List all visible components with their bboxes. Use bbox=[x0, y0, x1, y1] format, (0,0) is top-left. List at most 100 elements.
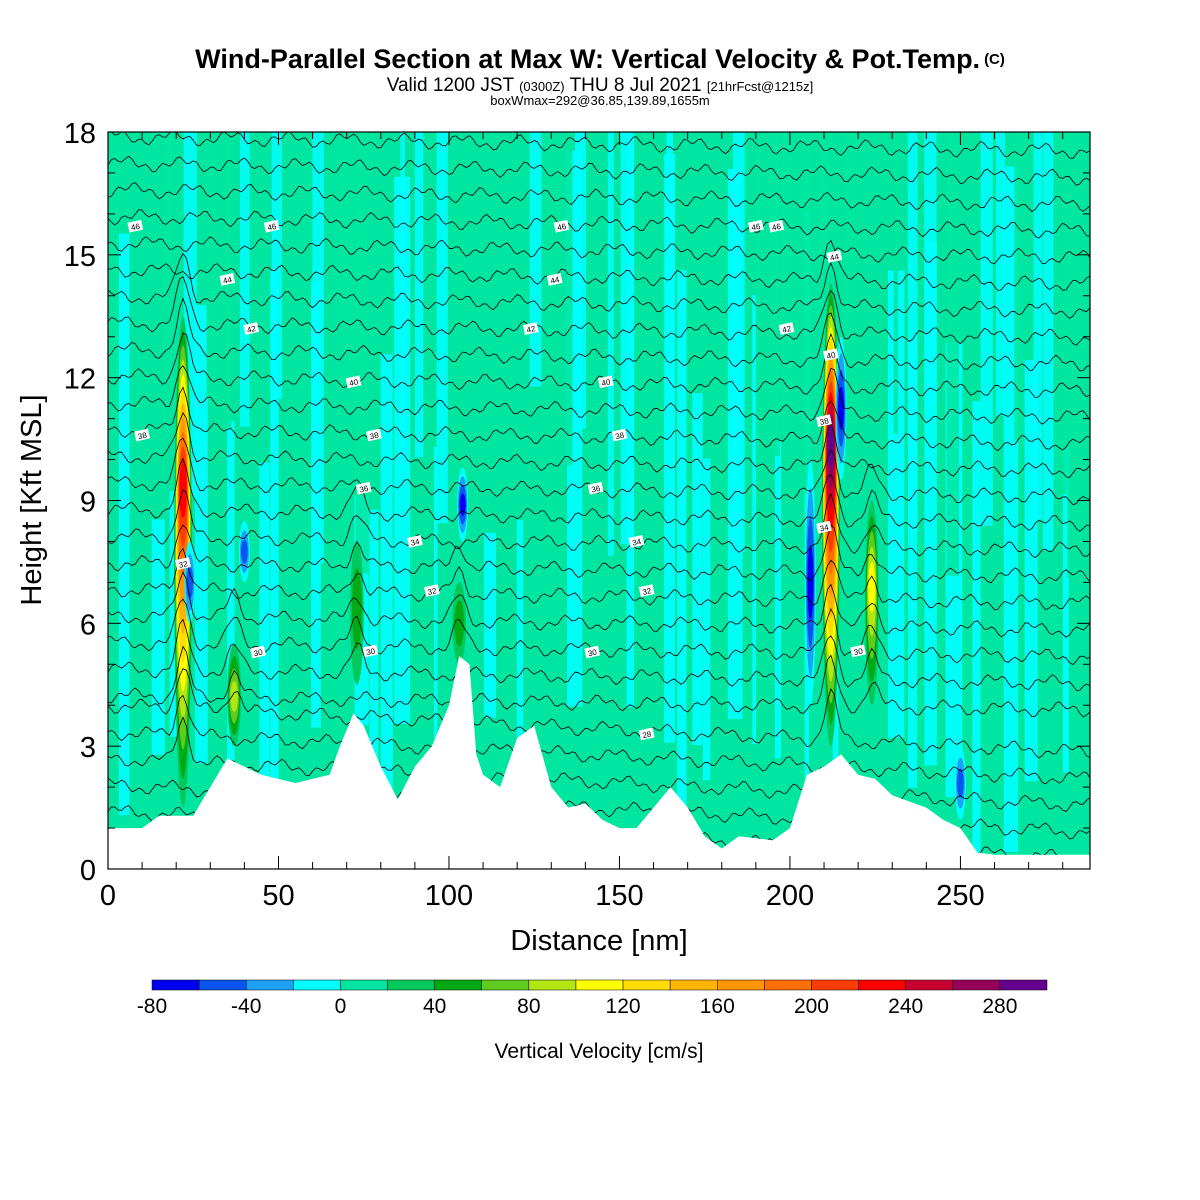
downdraft-cell bbox=[957, 768, 964, 798]
theta-label-text: 40 bbox=[826, 350, 837, 361]
theta-label-text: 38 bbox=[137, 431, 148, 442]
field-band bbox=[239, 132, 250, 427]
updraft-cell bbox=[827, 424, 835, 467]
field-band bbox=[434, 446, 438, 768]
theta-label-bg bbox=[175, 557, 191, 570]
theta-label: 38 bbox=[816, 414, 832, 428]
downdraft-cell bbox=[459, 493, 466, 516]
colorbar-swatch bbox=[198, 979, 247, 991]
theta-contour bbox=[108, 365, 1090, 425]
field-band bbox=[400, 132, 405, 474]
theta-label-bg bbox=[638, 584, 655, 597]
theta-contour bbox=[108, 618, 1090, 691]
field-band bbox=[908, 338, 918, 788]
field-band bbox=[206, 132, 218, 399]
theta-label-text: 40 bbox=[601, 377, 612, 388]
forecast-info: [21hrFcst@1215z] bbox=[706, 79, 814, 94]
theta-label: 34 bbox=[816, 520, 832, 534]
theta-label: 32 bbox=[424, 584, 440, 597]
valid-date: THU 8 Jul 2021 bbox=[569, 75, 702, 96]
field-band bbox=[802, 132, 812, 495]
x-tick-label: 200 bbox=[766, 880, 814, 912]
colorbar-swatch bbox=[622, 979, 671, 991]
theta-label-text: 44 bbox=[829, 252, 840, 263]
theta-label-text: 38 bbox=[369, 431, 380, 442]
theta-label: 38 bbox=[611, 428, 628, 442]
updraft-cell bbox=[352, 568, 362, 650]
copyright-mark: (C) bbox=[984, 51, 1005, 68]
theta-label-text: 42 bbox=[781, 324, 792, 335]
field-band bbox=[227, 420, 235, 799]
theta-label-text: 36 bbox=[359, 484, 370, 495]
theta-label-text: 44 bbox=[222, 275, 233, 286]
field-band bbox=[312, 132, 324, 564]
theta-label-text: 36 bbox=[591, 484, 602, 495]
theta-label: 46 bbox=[768, 219, 785, 233]
field-band bbox=[1014, 132, 1024, 441]
colorbar-swatch bbox=[811, 979, 859, 991]
updraft-cell bbox=[868, 562, 876, 613]
y-tick-label: 6 bbox=[80, 609, 96, 641]
theta-label-text: 32 bbox=[642, 586, 653, 597]
colorbar-swatch bbox=[764, 979, 812, 991]
theta-label: 30 bbox=[584, 645, 601, 659]
theta-label: 44 bbox=[546, 273, 563, 286]
colorbar-swatch bbox=[387, 979, 435, 991]
field-band bbox=[151, 519, 165, 755]
theta-label: 42 bbox=[243, 322, 260, 335]
theta-label: 32 bbox=[638, 584, 655, 597]
theta-label: 36 bbox=[355, 481, 372, 495]
colorbar-tick-label: 0 bbox=[335, 995, 347, 1018]
field-band bbox=[907, 132, 918, 533]
colorbar-swatch bbox=[905, 979, 954, 991]
theta-label: 36 bbox=[587, 481, 604, 495]
field-band bbox=[783, 132, 794, 439]
theta-contour bbox=[108, 457, 1090, 532]
x-tick-label: 250 bbox=[936, 880, 984, 912]
theta-label-bg bbox=[611, 428, 628, 442]
field-band bbox=[996, 132, 1005, 416]
theta-label-bg bbox=[127, 219, 144, 233]
field-band bbox=[118, 233, 130, 816]
field-band bbox=[567, 132, 573, 466]
theta-label: 34 bbox=[628, 535, 645, 548]
field-band bbox=[529, 132, 542, 387]
theta-contour bbox=[108, 716, 1090, 812]
y-tick-label: 15 bbox=[64, 241, 96, 273]
field-band bbox=[774, 441, 782, 759]
title-main: Wind-Parallel Section at Max W: Vertical… bbox=[195, 44, 981, 74]
theta-label-text: 30 bbox=[365, 646, 376, 657]
y-tick-label: 3 bbox=[80, 732, 96, 764]
field-band bbox=[702, 458, 711, 781]
theta-label-text: 46 bbox=[130, 222, 141, 233]
y-tick-label: 18 bbox=[64, 118, 96, 150]
theta-contour bbox=[108, 252, 1090, 319]
theta-label-bg bbox=[355, 481, 372, 495]
x-tick-label: 150 bbox=[595, 880, 643, 912]
colorbar-swatch bbox=[717, 979, 765, 991]
theta-label-bg bbox=[587, 481, 604, 495]
field-band bbox=[755, 132, 762, 472]
field-band bbox=[1033, 132, 1043, 520]
y-tick-label: 0 bbox=[80, 855, 96, 887]
colorbar-tick-label: 280 bbox=[982, 995, 1017, 1018]
field-band bbox=[516, 520, 524, 777]
field-band bbox=[270, 269, 279, 813]
valid-prefix: Valid 1200 JST bbox=[386, 75, 514, 96]
downdraft-cell bbox=[807, 545, 814, 620]
colorbar-swatch bbox=[669, 979, 718, 991]
theta-contour bbox=[108, 412, 1090, 478]
theta-label-bg bbox=[134, 428, 150, 442]
downdraft-cell bbox=[838, 386, 845, 431]
theta-label: 30 bbox=[250, 645, 266, 659]
theta-label: 30 bbox=[850, 644, 866, 658]
theta-contour bbox=[108, 155, 1090, 186]
theta-label: 46 bbox=[263, 219, 280, 233]
y-axis-label: Height [Kft MSL] bbox=[16, 394, 48, 605]
colorbar-swatch bbox=[858, 979, 906, 991]
theta-label-text: 42 bbox=[526, 324, 537, 335]
colorbar-swatch bbox=[245, 979, 294, 991]
theta-label-text: 42 bbox=[246, 324, 257, 335]
